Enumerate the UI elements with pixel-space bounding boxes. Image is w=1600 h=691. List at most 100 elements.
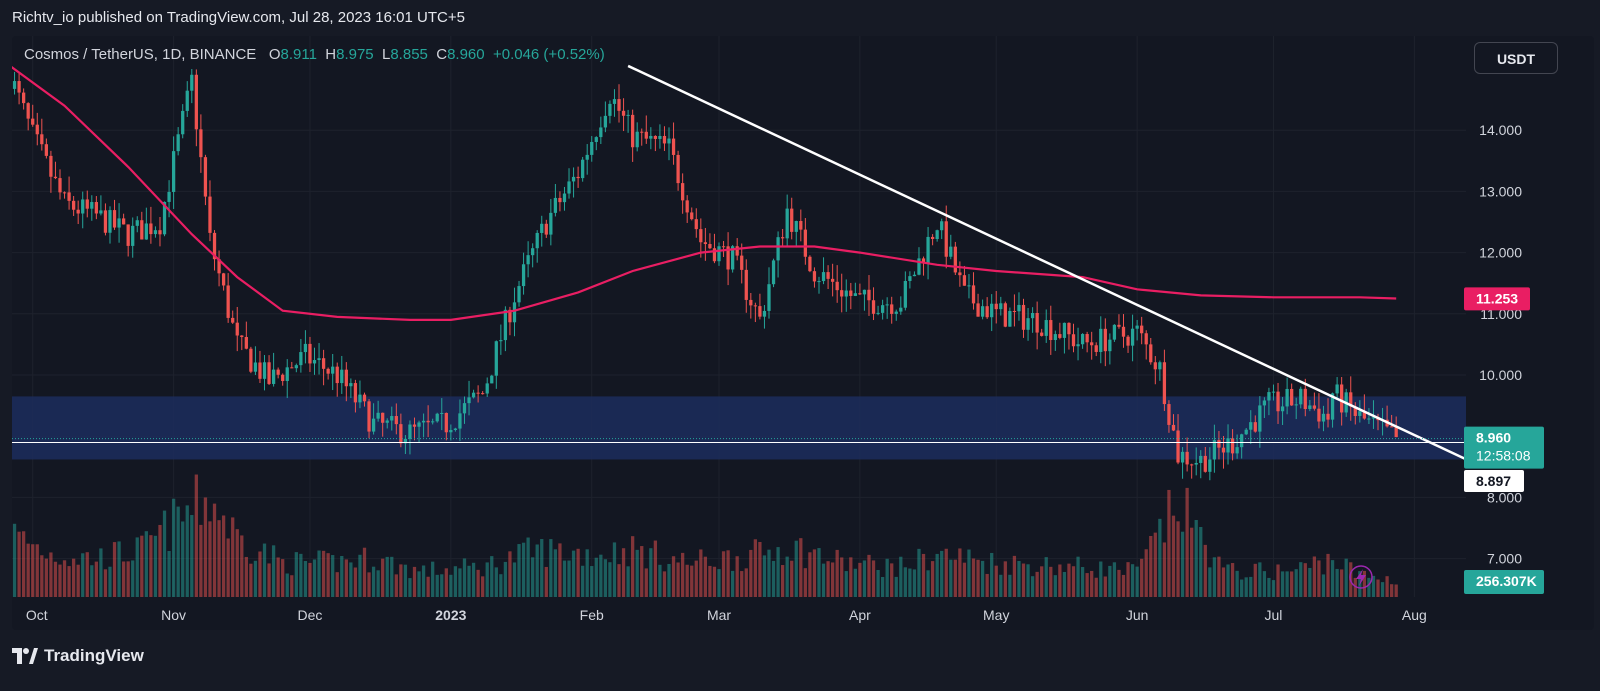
line-value-label: 8.897 (1464, 470, 1524, 492)
volume-bar (181, 521, 185, 597)
candle-body (753, 305, 757, 307)
x-tick-label: Feb (580, 607, 604, 623)
candle-body (721, 246, 726, 248)
volume-bar (58, 564, 62, 597)
candle-body (812, 271, 817, 282)
candle-body (1008, 310, 1012, 327)
candle-body (894, 311, 898, 314)
candle-body (1390, 426, 1394, 428)
candle-body (1153, 362, 1157, 370)
volume-bar (1076, 556, 1080, 597)
candle-body (771, 260, 776, 285)
volume-bar (949, 559, 953, 597)
y-tick-label: 8.000 (1487, 489, 1522, 505)
volume-bar (1330, 560, 1335, 597)
volume-bar (853, 568, 857, 597)
candle-body (849, 290, 853, 296)
volume-bar (221, 515, 226, 597)
footer-brand[interactable]: TradingView (12, 641, 144, 671)
candle-body (612, 99, 617, 104)
candle-body (953, 246, 957, 273)
volume-bar (758, 541, 762, 597)
volume-bar (108, 566, 112, 597)
volume-bar (481, 576, 485, 597)
volume-bar (344, 559, 348, 597)
volume-bar (494, 567, 498, 597)
candle-body (1303, 388, 1307, 410)
candle-body (249, 348, 253, 372)
volume-bar (1035, 571, 1039, 597)
candle-body (94, 202, 98, 214)
volume-bar (744, 568, 748, 597)
volume-bar (1344, 558, 1348, 597)
y-tick-label: 7.000 (1487, 551, 1522, 567)
candle-body (185, 90, 189, 111)
volume-bar (562, 560, 567, 597)
candle-body (1067, 322, 1071, 335)
volume-bar (412, 566, 417, 597)
volume-bar (1080, 567, 1085, 597)
candle-body (540, 223, 544, 233)
volume-bar (812, 549, 817, 597)
candle-body (17, 81, 21, 93)
candle-body (1094, 345, 1098, 352)
y-tick-label: 10.000 (1479, 367, 1522, 383)
volume-bar (903, 567, 907, 597)
volume-bar (462, 558, 467, 597)
volume-bar (49, 552, 53, 597)
candle-body (444, 412, 448, 433)
volume-bar (567, 560, 571, 597)
candle-body (1040, 332, 1044, 336)
candle-body (171, 151, 176, 192)
candle-body (176, 134, 180, 152)
candle-body (231, 317, 235, 323)
candle-body (717, 246, 721, 262)
currency-unit-button[interactable]: USDT (1474, 42, 1558, 74)
volume-bar (749, 549, 753, 597)
candle-body (1062, 322, 1067, 338)
candle-body (649, 135, 653, 139)
candle-body (499, 340, 503, 342)
candle-body (258, 362, 262, 379)
volume-bar (1308, 567, 1312, 597)
volume-bar (321, 550, 326, 597)
volume-bar (262, 543, 267, 597)
volume-bar (1217, 556, 1221, 597)
symbol-title[interactable]: Cosmos / TetherUS, 1D, BINANCE (24, 46, 257, 63)
volume-bar (558, 543, 562, 597)
candle-body (1285, 388, 1289, 407)
candle-body (1249, 422, 1253, 430)
tradingview-logo-icon (12, 648, 38, 664)
candle-body (1103, 328, 1107, 352)
candle-body (62, 192, 67, 194)
candle-body (58, 178, 62, 193)
candle-body (830, 278, 835, 282)
volume-bar (1112, 562, 1117, 597)
volume-bar (1335, 568, 1339, 597)
candle-body (758, 306, 762, 317)
volume-bar (399, 564, 403, 597)
volume-bar (1267, 577, 1271, 597)
candle-body (449, 430, 453, 433)
candle-body (294, 365, 298, 369)
candle-body (621, 110, 626, 116)
volume-label: 256.307K (1464, 570, 1544, 594)
volume-bar (894, 576, 898, 597)
volume-bar (685, 564, 689, 597)
candle-body (1217, 440, 1221, 448)
candle-body (1367, 418, 1371, 420)
x-tick-label: Apr (849, 607, 871, 623)
volume-bar (1280, 571, 1285, 597)
volume-bar (830, 562, 835, 597)
candle-body (603, 115, 608, 128)
candle-body (617, 99, 621, 111)
volume-bar (1149, 535, 1153, 597)
candle-body (576, 176, 580, 179)
volume-bar (281, 559, 285, 597)
volume-bar (921, 553, 926, 597)
candle-body (35, 124, 39, 135)
volume-bar (317, 550, 321, 597)
candle-body (790, 208, 794, 232)
volume-bar (208, 521, 212, 597)
